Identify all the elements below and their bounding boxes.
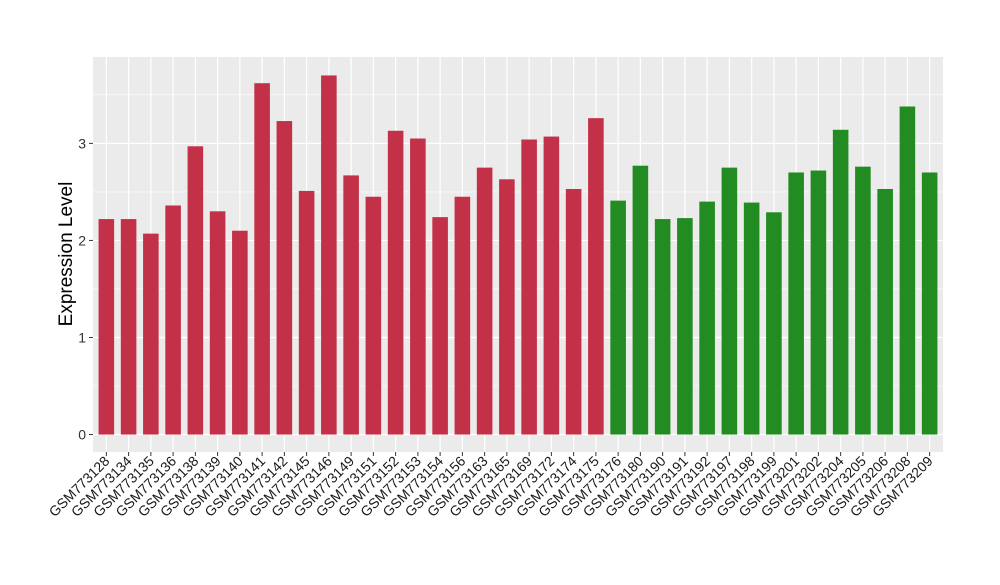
bar-GSM773151 <box>365 196 382 435</box>
bar-GSM773142 <box>276 121 293 435</box>
bar-GSM773191 <box>677 218 693 435</box>
bar-GSM773206 <box>877 188 893 435</box>
bar-GSM773136 <box>165 205 181 435</box>
bar-GSM773153 <box>410 138 426 435</box>
bar-GSM773172 <box>543 136 560 435</box>
bar-GSM773209 <box>921 172 938 435</box>
bar-GSM773154 <box>432 217 448 435</box>
bar-GSM773134 <box>120 219 137 435</box>
y-tick-label: 0 <box>78 427 86 443</box>
bar-GSM773169 <box>521 139 537 435</box>
bar-GSM773197 <box>721 167 738 435</box>
bar-GSM773139 <box>209 211 226 435</box>
y-axis: 0 1 2 3 <box>78 135 93 443</box>
bar-GSM773176 <box>610 200 626 435</box>
x-axis: GSM773128GSM773134GSM773135GSM773136GSM7… <box>46 452 936 520</box>
bar-GSM773145 <box>298 190 315 435</box>
bar-GSM773138 <box>187 146 204 435</box>
bar-GSM773174 <box>565 188 582 435</box>
bar-GSM773156 <box>454 196 471 435</box>
bars <box>98 75 938 435</box>
bar-GSM773149 <box>343 175 359 435</box>
bar-GSM773152 <box>387 130 404 435</box>
bar-GSM773163 <box>476 167 493 435</box>
bar-GSM773190 <box>654 219 671 435</box>
bar-GSM773198 <box>743 202 760 435</box>
bar-GSM773140 <box>232 230 248 435</box>
bar-GSM773180 <box>632 165 649 435</box>
bar-GSM773135 <box>143 233 159 435</box>
bar-GSM773192 <box>699 201 715 435</box>
y-tick-label: 2 <box>78 232 86 248</box>
bar-GSM773202 <box>810 170 827 435</box>
bar-GSM773128 <box>98 219 115 435</box>
bar-GSM773175 <box>588 118 604 435</box>
bar-GSM773199 <box>766 212 782 435</box>
bar-GSM773201 <box>788 172 804 435</box>
bar-GSM773146 <box>321 75 337 435</box>
bar-GSM773204 <box>832 129 849 435</box>
bar-GSM773165 <box>499 179 515 435</box>
y-tick-label: 1 <box>78 329 86 345</box>
bar-GSM773205 <box>855 166 871 435</box>
y-tick-label: 3 <box>78 135 86 151</box>
y-axis-label: Expression Level <box>56 182 77 327</box>
bar-GSM773208 <box>899 106 916 435</box>
bar-GSM773141 <box>254 83 270 435</box>
